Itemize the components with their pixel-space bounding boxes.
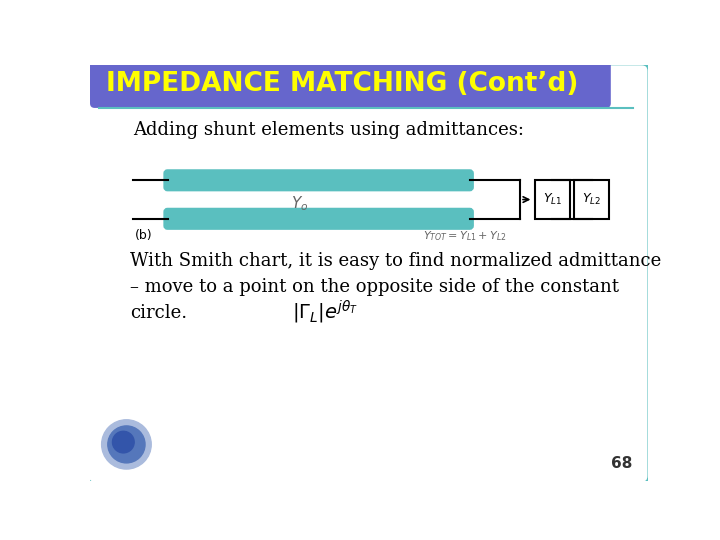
Circle shape xyxy=(102,420,151,469)
Text: $Y_o$: $Y_o$ xyxy=(291,194,308,213)
Text: $Y_{L2}$: $Y_{L2}$ xyxy=(582,192,601,207)
Text: $Y_{L1}$: $Y_{L1}$ xyxy=(543,192,562,207)
Circle shape xyxy=(112,431,134,453)
Text: With Smith chart, it is easy to find normalized admittance: With Smith chart, it is easy to find nor… xyxy=(130,252,662,270)
FancyBboxPatch shape xyxy=(164,170,473,190)
FancyBboxPatch shape xyxy=(164,209,473,229)
FancyBboxPatch shape xyxy=(87,63,649,484)
Text: (b): (b) xyxy=(135,230,153,242)
Text: – move to a point on the opposite side of the constant: – move to a point on the opposite side o… xyxy=(130,278,619,295)
Text: IMPEDANCE MATCHING (Cont’d): IMPEDANCE MATCHING (Cont’d) xyxy=(106,71,578,97)
Text: Adding shunt elements using admittances:: Adding shunt elements using admittances: xyxy=(132,122,523,139)
Text: 68: 68 xyxy=(611,456,632,471)
Circle shape xyxy=(108,426,145,463)
Text: $Y_{TOT} = Y_{L1} + Y_{L2}$: $Y_{TOT} = Y_{L1} + Y_{L2}$ xyxy=(423,229,507,242)
Bar xyxy=(575,180,609,219)
FancyBboxPatch shape xyxy=(90,60,611,108)
Text: $|\Gamma_L|e^{j\theta_T}$: $|\Gamma_L|e^{j\theta_T}$ xyxy=(292,299,357,326)
Bar xyxy=(535,180,570,219)
Text: circle.: circle. xyxy=(130,303,187,322)
